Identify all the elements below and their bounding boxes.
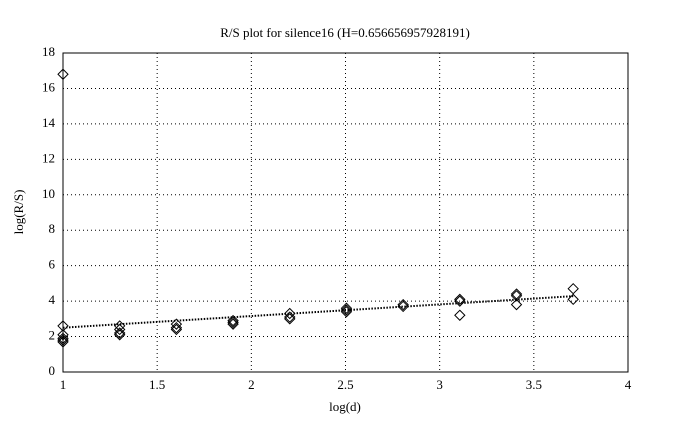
marker bbox=[57, 329, 69, 341]
x-tick-label: 1 bbox=[60, 377, 67, 392]
y-tick-label: 6 bbox=[49, 257, 56, 272]
x-tick-label: 2 bbox=[248, 377, 255, 392]
marker bbox=[397, 300, 409, 313]
chart-title: R/S plot for silence16 (H=0.656656957928… bbox=[220, 25, 470, 40]
marker bbox=[510, 298, 523, 311]
marker bbox=[567, 282, 579, 295]
y-tick-label: 8 bbox=[49, 221, 56, 236]
y-tick-label: 4 bbox=[49, 292, 56, 307]
x-tick-label: 3 bbox=[436, 377, 443, 392]
plot-frame bbox=[62, 52, 629, 373]
y-tick-label: 12 bbox=[42, 150, 55, 165]
marker bbox=[510, 290, 523, 302]
marker bbox=[57, 334, 69, 346]
marker bbox=[170, 321, 183, 334]
marker bbox=[227, 318, 239, 330]
x-tick-label: 3.5 bbox=[526, 377, 542, 392]
marker bbox=[454, 295, 466, 307]
y-axis-label: log(R/S) bbox=[11, 190, 26, 235]
y-tick-label: 14 bbox=[42, 115, 56, 130]
marker bbox=[113, 323, 126, 336]
y-tick-label: 0 bbox=[49, 363, 56, 378]
marker bbox=[227, 314, 239, 327]
y-tick-label: 10 bbox=[42, 186, 55, 201]
marker bbox=[227, 316, 239, 329]
marker bbox=[340, 306, 353, 318]
marker bbox=[340, 302, 353, 314]
y-tick-label: 18 bbox=[42, 44, 55, 59]
x-tick-label: 4 bbox=[625, 377, 632, 392]
x-tick-label: 2.5 bbox=[337, 377, 353, 392]
marker bbox=[284, 313, 296, 325]
marker bbox=[57, 68, 69, 80]
marker bbox=[57, 332, 69, 345]
marker bbox=[113, 327, 126, 339]
marker bbox=[284, 307, 296, 320]
x-axis-label: log(d) bbox=[329, 399, 361, 414]
marker bbox=[57, 320, 69, 332]
marker bbox=[340, 304, 353, 316]
y-tick-label: 2 bbox=[49, 328, 56, 343]
fit-line bbox=[62, 295, 574, 329]
x-tick-label: 1.5 bbox=[149, 377, 165, 392]
marker bbox=[170, 323, 183, 336]
marker bbox=[454, 309, 466, 321]
marker bbox=[567, 293, 579, 306]
marker bbox=[113, 329, 126, 341]
marker bbox=[454, 293, 466, 306]
marker bbox=[57, 336, 69, 348]
marker bbox=[397, 298, 409, 311]
marker bbox=[284, 311, 296, 323]
marker bbox=[170, 318, 183, 330]
y-tick-label: 16 bbox=[42, 79, 56, 94]
